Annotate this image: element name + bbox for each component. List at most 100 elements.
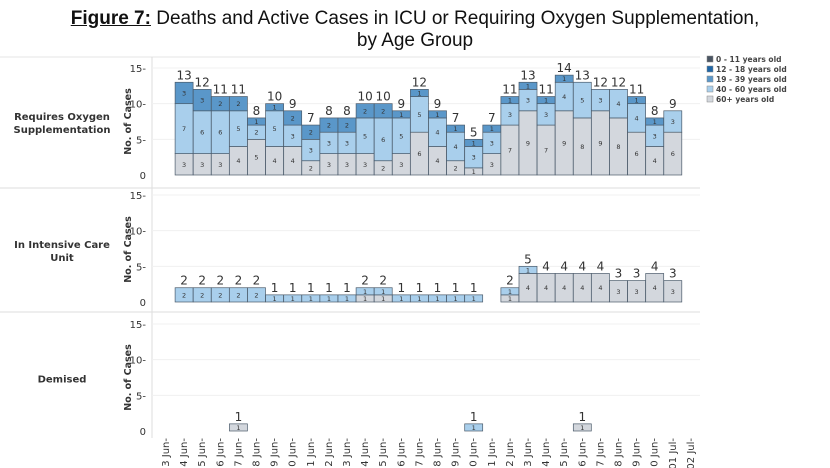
total-label: 11 — [502, 83, 517, 97]
segment-label: 1 — [417, 295, 421, 303]
x-tick-label: 2 Jun- — [324, 438, 335, 467]
x-tick-label: 7 Jun- — [595, 438, 606, 467]
segment-label: 4 — [635, 114, 639, 122]
y-tick-label: 0 — [140, 298, 146, 309]
segment-label: 5 — [273, 125, 277, 133]
segment-label: 6 — [671, 150, 675, 158]
total-label: 13 — [176, 68, 191, 82]
segment-label: 3 — [218, 161, 222, 169]
segment-label: 1 — [472, 168, 476, 176]
bar-segment — [572, 423, 592, 432]
segment-label: 4 — [653, 284, 657, 292]
y-tick-label: 5- — [136, 262, 146, 273]
total-label: 2 — [198, 274, 206, 288]
segment-label: 4 — [273, 157, 277, 165]
segment-label: 1 — [472, 139, 476, 147]
y-tick-label: 0 — [140, 427, 146, 438]
segment-label: 3 — [182, 89, 186, 97]
segment-label: 3 — [399, 161, 403, 169]
segment-label: 1 — [291, 295, 295, 303]
x-tick-label: 8 Jun- — [433, 438, 444, 467]
segment-label: 4 — [544, 284, 548, 292]
x-tick-label: 5 Jun- — [197, 438, 208, 467]
total-label: 1 — [434, 281, 442, 295]
legend-swatch — [706, 55, 714, 63]
segment-label: 7 — [182, 125, 186, 133]
total-label: 1 — [343, 281, 351, 295]
total-label: 7 — [452, 111, 460, 125]
x-tick-label: 0 Jun- — [650, 438, 661, 467]
segment-label: 1 — [273, 295, 277, 303]
y-tick-label: 10- — [130, 356, 147, 367]
x-tick-label: 0 Jun- — [469, 438, 480, 467]
total-label: 12 — [195, 75, 210, 89]
y-tick-label: 10- — [130, 227, 147, 238]
x-tick-label: 0 Jun- — [288, 438, 299, 467]
segment-label: 2 — [254, 291, 258, 299]
segment-label: 4 — [435, 129, 439, 137]
title-line-2: by Age Group — [356, 30, 474, 51]
x-tick-label: 2 Jun- — [505, 438, 516, 467]
total-label: 1 — [397, 281, 405, 295]
segment-label: 1 — [508, 97, 512, 105]
segment-label: 1 — [544, 97, 548, 105]
x-tick-label: 1 Jun- — [487, 438, 498, 467]
x-tick-label: 6 Jun- — [396, 438, 407, 467]
segment-label: 1 — [381, 295, 385, 303]
total-label: 1 — [271, 281, 279, 295]
segment-label: 3 — [345, 161, 349, 169]
total-label: 8 — [253, 104, 261, 118]
segment-label: 3 — [200, 97, 204, 105]
segment-label: 1 — [327, 295, 331, 303]
bar-segment — [663, 280, 683, 303]
y-tick-label: 5- — [136, 391, 146, 402]
segment-label: 2 — [363, 107, 367, 115]
total-label: 4 — [597, 259, 605, 273]
segment-label: 3 — [472, 154, 476, 162]
segment-label: 6 — [200, 129, 204, 137]
total-label: 5 — [524, 252, 532, 266]
total-label: 10 — [376, 90, 391, 104]
segment-label: 2 — [345, 122, 349, 130]
segment-label: 1 — [454, 295, 458, 303]
bar-segment — [428, 110, 447, 119]
total-label: 2 — [506, 274, 514, 288]
total-label: 3 — [633, 267, 641, 281]
segment-label: 8 — [580, 143, 584, 151]
x-tick-label: 6 Jun- — [577, 438, 588, 467]
total-label: 11 — [629, 83, 644, 97]
segment-label: 2 — [182, 291, 186, 299]
total-label: 3 — [615, 267, 623, 281]
segment-label: 6 — [381, 136, 385, 144]
bar-segment — [518, 265, 538, 274]
total-label: 1 — [307, 281, 315, 295]
total-label: 2 — [361, 274, 369, 288]
segment-label: 4 — [454, 143, 458, 151]
total-label: 1 — [470, 410, 478, 424]
segment-label: 3 — [544, 111, 548, 119]
segment-label: 3 — [616, 288, 620, 296]
segment-label: 1 — [417, 89, 421, 97]
x-tick-label: 7 Jun- — [233, 438, 244, 467]
segment-label: 3 — [327, 139, 331, 147]
x-tick-label: 8 Jun- — [614, 438, 625, 467]
x-tick-label: 9 Jun- — [632, 438, 643, 467]
segment-label: 4 — [236, 157, 240, 165]
segment-label: 2 — [200, 291, 204, 299]
legend-label: 19 - 39 years old — [716, 75, 787, 84]
total-label: 4 — [542, 259, 550, 273]
segment-label: 2 — [254, 129, 258, 137]
segment-label: 1 — [254, 118, 258, 126]
segment-label: 2 — [327, 122, 331, 130]
segment-label: 1 — [454, 125, 458, 133]
y-axis-title: No. of Cases — [123, 88, 134, 155]
segment-label: 1 — [653, 118, 657, 126]
segment-label: 1 — [526, 82, 530, 90]
segment-label: 1 — [472, 295, 476, 303]
segment-label: 4 — [580, 284, 584, 292]
legend-swatch — [706, 65, 714, 73]
x-tick-label: 4 Jun- — [179, 438, 190, 467]
total-label: 9 — [289, 97, 297, 111]
bar-segment — [663, 110, 683, 133]
